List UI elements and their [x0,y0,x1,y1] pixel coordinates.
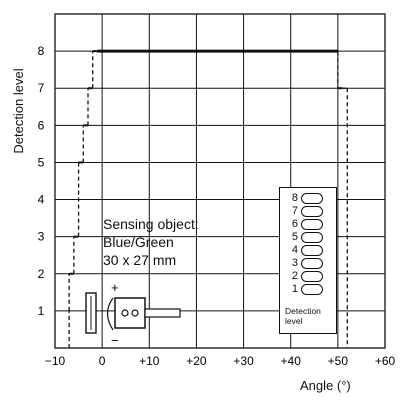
series-layer [68,49,348,348]
plus-sign: + [111,280,119,295]
annotation-line-3: 30 x 27 mm [103,252,177,268]
level-indicator-icon [301,219,323,230]
level-indicator-icon [301,193,323,204]
sensor-cable [144,308,181,318]
x-tick-label: +30 [233,354,254,368]
y-tick-label: 7 [38,81,45,95]
x-tick-label: +20 [186,354,207,368]
minus-sign: − [111,333,119,348]
sensor-led-right [131,309,139,317]
level-indicator-icon [301,271,323,282]
legend-level-label: 1 [291,283,298,295]
level-indicator-icon [301,258,323,269]
sensor-diagram: + − [85,280,181,348]
plot-frame [54,13,386,349]
legend-title: Detection level [285,306,321,326]
y-tick-label: 2 [38,267,45,281]
x-tick-label: −10 [45,354,66,368]
legend-level-label: 7 [291,205,298,217]
y-tick-label: 6 [38,118,45,132]
y-tick-label: 4 [38,193,45,207]
legend-level-label: 8 [291,192,298,204]
legend-level-label: 5 [291,231,298,243]
y-axis-label: Detection level [11,68,26,154]
annotation-line-2: Blue/Green [103,234,174,250]
annotation-line-1: Sensing object: [103,216,199,232]
level-indicator-icon [301,284,323,295]
plot-border [54,13,386,349]
x-tick-label: +10 [139,354,160,368]
y-tick-label: 5 [38,155,45,169]
level-indicator-icon [301,232,323,243]
x-tick-label: +50 [328,354,349,368]
legend-level-label: 6 [291,218,298,230]
level-indicator-icon [301,206,323,217]
x-tick-label: +40 [281,354,302,368]
legend-level-label: 3 [291,257,298,269]
legend: 8 7 6 5 4 3 2 1 Detection level [279,187,337,334]
y-tick-label: 1 [38,304,45,318]
level-indicator-icon [301,245,323,256]
legend-level-label: 4 [291,244,298,256]
legend-level-label: 2 [291,270,298,282]
sensor-led-left [121,309,129,317]
x-tick-label: +60 [375,354,396,368]
x-axis-label: Angle (°) [300,378,351,393]
sensor-body [114,297,146,329]
rotation-arc [106,297,114,331]
y-tick-label: 3 [38,230,45,244]
y-tick-label: 8 [38,44,45,58]
x-tick-label: 0 [99,354,106,368]
